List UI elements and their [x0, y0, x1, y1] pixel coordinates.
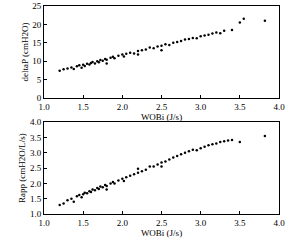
svg-text:2.0: 2.0	[117, 102, 129, 112]
svg-text:2.5: 2.5	[30, 163, 42, 173]
svg-text:20: 20	[32, 20, 42, 30]
svg-text:3.5: 3.5	[234, 102, 246, 112]
svg-text:15: 15	[32, 38, 42, 48]
svg-text:1.5: 1.5	[30, 194, 42, 204]
svg-text:Rapp (cmH2O/L/s): Rapp (cmH2O/L/s)	[17, 133, 27, 203]
svg-text:3.0: 3.0	[195, 218, 207, 228]
svg-text:WOBi (J/s): WOBi (J/s)	[141, 228, 182, 238]
svg-text:deltaP (cmH2O): deltaP (cmH2O)	[20, 23, 30, 82]
svg-text:1.0: 1.0	[38, 102, 50, 112]
svg-text:2.0: 2.0	[30, 179, 42, 189]
svg-text:3.0: 3.0	[195, 102, 207, 112]
svg-text:3.5: 3.5	[234, 218, 246, 228]
svg-text:10: 10	[32, 56, 42, 66]
svg-text:3.5: 3.5	[30, 133, 42, 143]
svg-text:WOBi (J/s): WOBi (J/s)	[141, 112, 182, 122]
svg-text:4.0: 4.0	[273, 102, 285, 112]
svg-text:2.0: 2.0	[117, 218, 129, 228]
svg-text:2.5: 2.5	[156, 218, 168, 228]
svg-text:1.0: 1.0	[38, 218, 50, 228]
svg-text:2.5: 2.5	[156, 102, 168, 112]
svg-text:0: 0	[37, 93, 42, 103]
svg-text:1.5: 1.5	[78, 102, 90, 112]
svg-text:3.0: 3.0	[30, 148, 42, 158]
svg-text:4.0: 4.0	[30, 117, 42, 127]
svg-text:1.0: 1.0	[30, 209, 42, 219]
svg-text:4.0: 4.0	[273, 218, 285, 228]
svg-text:25: 25	[32, 1, 42, 11]
svg-text:1.5: 1.5	[78, 218, 90, 228]
svg-text:5: 5	[37, 75, 42, 85]
